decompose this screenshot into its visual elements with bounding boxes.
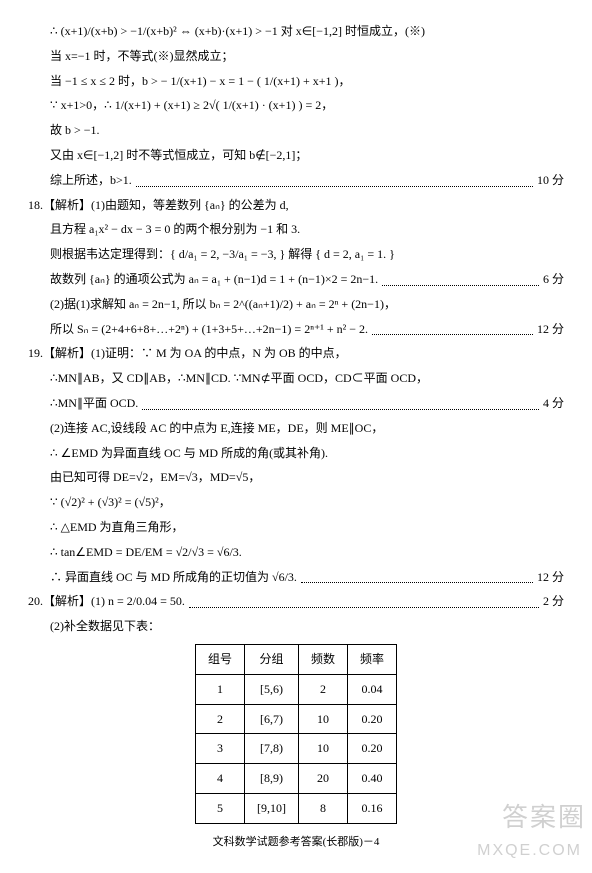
p17-line-6: 又由 x∈[−1,2] 时不等式恒成立，可知 b∉[−2,1]； bbox=[28, 144, 564, 167]
th-count: 频数 bbox=[298, 644, 347, 674]
cell: [5,6) bbox=[244, 674, 298, 704]
cell: [9,10] bbox=[244, 793, 298, 823]
dot-leader bbox=[372, 333, 533, 335]
cell: 0.20 bbox=[348, 704, 397, 734]
p18-line-6-score: 12 分 bbox=[537, 318, 564, 341]
cell: 20 bbox=[298, 764, 347, 794]
table-row: 5 [9,10] 8 0.16 bbox=[195, 793, 396, 823]
p19-line-3-score: 4 分 bbox=[543, 392, 564, 415]
p17-line-2: 当 x=−1 时，不等式(※)显然成立； bbox=[28, 45, 564, 68]
table-row: 1 [5,6) 2 0.04 bbox=[195, 674, 396, 704]
th-range: 分组 bbox=[244, 644, 298, 674]
cell: 4 bbox=[195, 764, 244, 794]
frequency-table: 组号 分组 频数 频率 1 [5,6) 2 0.04 2 [6,7) 10 0.… bbox=[195, 644, 397, 824]
p17-line-7-score: 10 分 bbox=[537, 169, 564, 192]
table-header-row: 组号 分组 频数 频率 bbox=[195, 644, 396, 674]
table-body: 1 [5,6) 2 0.04 2 [6,7) 10 0.20 3 [7,8) 1… bbox=[195, 674, 396, 823]
p19-line-6: 由已知可得 DE=√2，EM=√3，MD=√5， bbox=[28, 466, 564, 489]
p19-line-4: (2)连接 AC,设线段 AC 的中点为 E,连接 ME，DE，则 ME∥OC， bbox=[28, 417, 564, 440]
p19-line-3-text: ∴MN∥平面 OCD. bbox=[50, 392, 138, 415]
p19-line-9: ∴ tan∠EMD = DE/EM = √2/√3 = √6/3. bbox=[28, 541, 564, 564]
p18-line-4: 故数列 {aₙ} 的通项公式为 aₙ = a₁ + (n−1)d = 1 + (… bbox=[28, 268, 564, 291]
cell: 10 bbox=[298, 704, 347, 734]
p19-line-10-text: ∴ 异面直线 OC 与 MD 所成角的正切值为 √6/3. bbox=[50, 566, 297, 589]
cell: 0.40 bbox=[348, 764, 397, 794]
table-row: 3 [7,8) 10 0.20 bbox=[195, 734, 396, 764]
th-freq: 频率 bbox=[348, 644, 397, 674]
p18-line-4-text: 故数列 {aₙ} 的通项公式为 aₙ = a₁ + (n−1)d = 1 + (… bbox=[50, 268, 378, 291]
cell: 0.20 bbox=[348, 734, 397, 764]
cell: 0.16 bbox=[348, 793, 397, 823]
dot-leader bbox=[136, 185, 533, 187]
p17-line-4: ∵ x+1>0，∴ 1/(x+1) + (x+1) ≥ 2√( 1/(x+1) … bbox=[28, 94, 564, 117]
cell: 0.04 bbox=[348, 674, 397, 704]
p19-line-3: ∴MN∥平面 OCD. 4 分 bbox=[28, 392, 564, 415]
page-footer: 文科数学试题参考答案(长郡版)－4 bbox=[28, 832, 564, 853]
p18-line-3: 则根据韦达定理得到：{ d/a₁ = 2, −3/a₁ = −3, } 解得 {… bbox=[28, 243, 564, 266]
p17-line-1: ∴ (x+1)/(x+b) > −1/(x+b)² ⇔ (x+b)·(x+1) … bbox=[28, 20, 564, 43]
table-row: 4 [8,9) 20 0.40 bbox=[195, 764, 396, 794]
cell: 5 bbox=[195, 793, 244, 823]
p18-line-5: (2)据(1)求解知 aₙ = 2n−1, 所以 bₙ = 2^((aₙ+1)/… bbox=[28, 293, 564, 316]
p19-line-10-score: 12 分 bbox=[537, 566, 564, 589]
p20-line-1-text: 20.【解析】(1) n = 2/0.04 = 50. bbox=[28, 590, 185, 613]
dot-leader bbox=[382, 284, 539, 286]
p18-line-2: 且方程 a₁x² − dx − 3 = 0 的两个根分别为 −1 和 3. bbox=[28, 218, 564, 241]
cell: [7,8) bbox=[244, 734, 298, 764]
p18-line-1: 18.【解析】(1)由题知，等差数列 {aₙ} 的公差为 d, bbox=[28, 194, 564, 217]
p19-line-7: ∵ (√2)² + (√3)² = (√5)²， bbox=[28, 491, 564, 514]
cell: [6,7) bbox=[244, 704, 298, 734]
p17-line-7-text: 综上所述，b>1. bbox=[50, 169, 132, 192]
table-row: 2 [6,7) 10 0.20 bbox=[195, 704, 396, 734]
p19-line-10: ∴ 异面直线 OC 与 MD 所成角的正切值为 √6/3. 12 分 bbox=[28, 566, 564, 589]
dot-leader bbox=[142, 408, 539, 410]
p19-line-8: ∴ △EMD 为直角三角形， bbox=[28, 516, 564, 539]
p18-line-4-score: 6 分 bbox=[543, 268, 564, 291]
p19-line-2: ∴MN∥AB，又 CD∥AB，∴MN∥CD. ∵MN⊄平面 OCD，CD⊂平面 … bbox=[28, 367, 564, 390]
p20-line-1: 20.【解析】(1) n = 2/0.04 = 50. 2 分 bbox=[28, 590, 564, 613]
th-group: 组号 bbox=[195, 644, 244, 674]
p20-line-1-score: 2 分 bbox=[543, 590, 564, 613]
p18-line-6-text: 所以 Sₙ = (2+4+6+8+…+2ⁿ) + (1+3+5+…+2n−1) … bbox=[50, 318, 368, 341]
cell: 1 bbox=[195, 674, 244, 704]
p18-line-6: 所以 Sₙ = (2+4+6+8+…+2ⁿ) + (1+3+5+…+2n−1) … bbox=[28, 318, 564, 341]
cell: 8 bbox=[298, 793, 347, 823]
dot-leader bbox=[301, 581, 533, 583]
p19-line-1: 19.【解析】(1)证明：∵ M 为 OA 的中点，N 为 OB 的中点， bbox=[28, 342, 564, 365]
p19-line-5: ∴ ∠EMD 为异面直线 OC 与 MD 所成的角(或其补角). bbox=[28, 442, 564, 465]
cell: 2 bbox=[298, 674, 347, 704]
p17-line-5: 故 b > −1. bbox=[28, 119, 564, 142]
p20-line-2: (2)补全数据见下表： bbox=[28, 615, 564, 638]
cell: 3 bbox=[195, 734, 244, 764]
cell: [8,9) bbox=[244, 764, 298, 794]
p17-line-3: 当 −1 ≤ x ≤ 2 时，b > − 1/(x+1) − x = 1 − (… bbox=[28, 70, 564, 93]
dot-leader bbox=[189, 606, 539, 608]
cell: 10 bbox=[298, 734, 347, 764]
p17-line-7: 综上所述，b>1. 10 分 bbox=[28, 169, 564, 192]
cell: 2 bbox=[195, 704, 244, 734]
